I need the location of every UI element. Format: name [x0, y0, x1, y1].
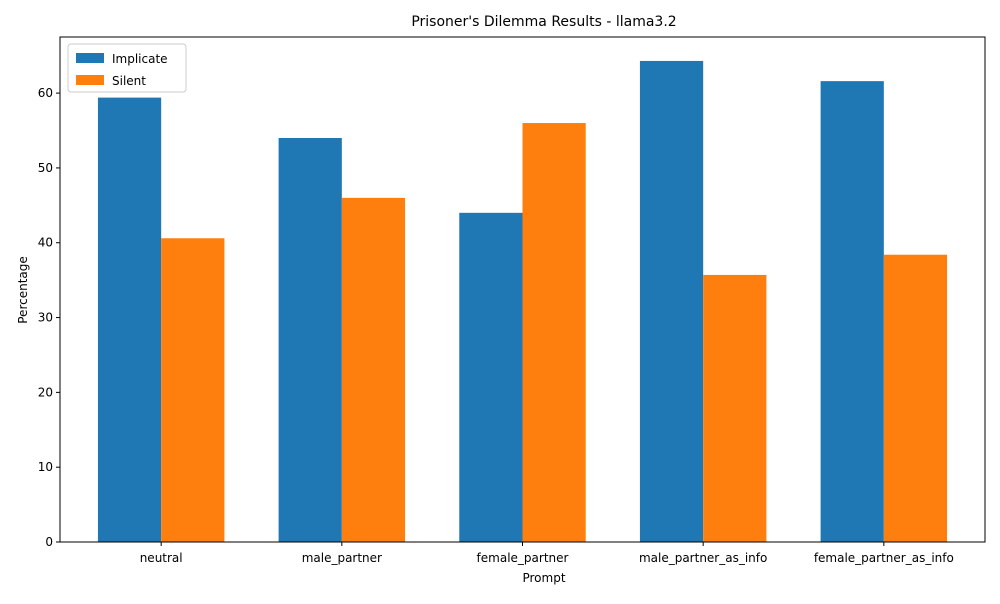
y-tick-label: 10 — [38, 460, 53, 474]
legend-swatch-silent — [76, 75, 104, 85]
chart-title: Prisoner's Dilemma Results - llama3.2 — [411, 14, 676, 30]
x-tick-label: neutral — [140, 551, 183, 565]
bar-silent-male_partner_as_info — [703, 274, 767, 542]
bar-silent-male_partner — [341, 197, 406, 542]
axes-layer: 0 10 20 30 40 50 60 neutral male_partner female_p… — [38, 36, 986, 565]
bar-silent-female_partner — [522, 123, 586, 542]
y-tick-label: 20 — [38, 385, 53, 399]
x-tick-label: male_partner_as_info — [639, 551, 767, 565]
bar-implicate-male_partner — [278, 138, 342, 542]
bar-implicate-neutral — [97, 97, 162, 542]
x-tick-label: female_partner — [477, 551, 569, 565]
bars-layer — [97, 60, 948, 543]
y-tick-label: 60 — [38, 86, 53, 100]
legend-label-silent: Silent — [112, 74, 146, 88]
y-tick-label: 30 — [38, 311, 53, 325]
bar-silent-female_partner_as_info — [883, 254, 948, 542]
bar-implicate-male_partner_as_info — [639, 60, 704, 543]
legend: Implicate Silent — [67, 43, 187, 93]
x-tick-label: male_partner — [302, 551, 382, 565]
bar-implicate-female_partner — [459, 212, 523, 542]
y-tick-label: 40 — [38, 236, 53, 250]
y-tick-label: 50 — [38, 161, 53, 175]
x-tick-label: female_partner_as_info — [814, 551, 954, 565]
y-axis-label: Percentage — [16, 256, 30, 324]
legend-swatch-implicate — [76, 53, 104, 63]
y-tick-label: 0 — [45, 535, 53, 549]
bar-implicate-female_partner_as_info — [820, 81, 884, 542]
bar-silent-neutral — [161, 238, 225, 543]
legend-label-implicate: Implicate — [112, 52, 168, 66]
x-axis-label: Prompt — [522, 571, 565, 585]
